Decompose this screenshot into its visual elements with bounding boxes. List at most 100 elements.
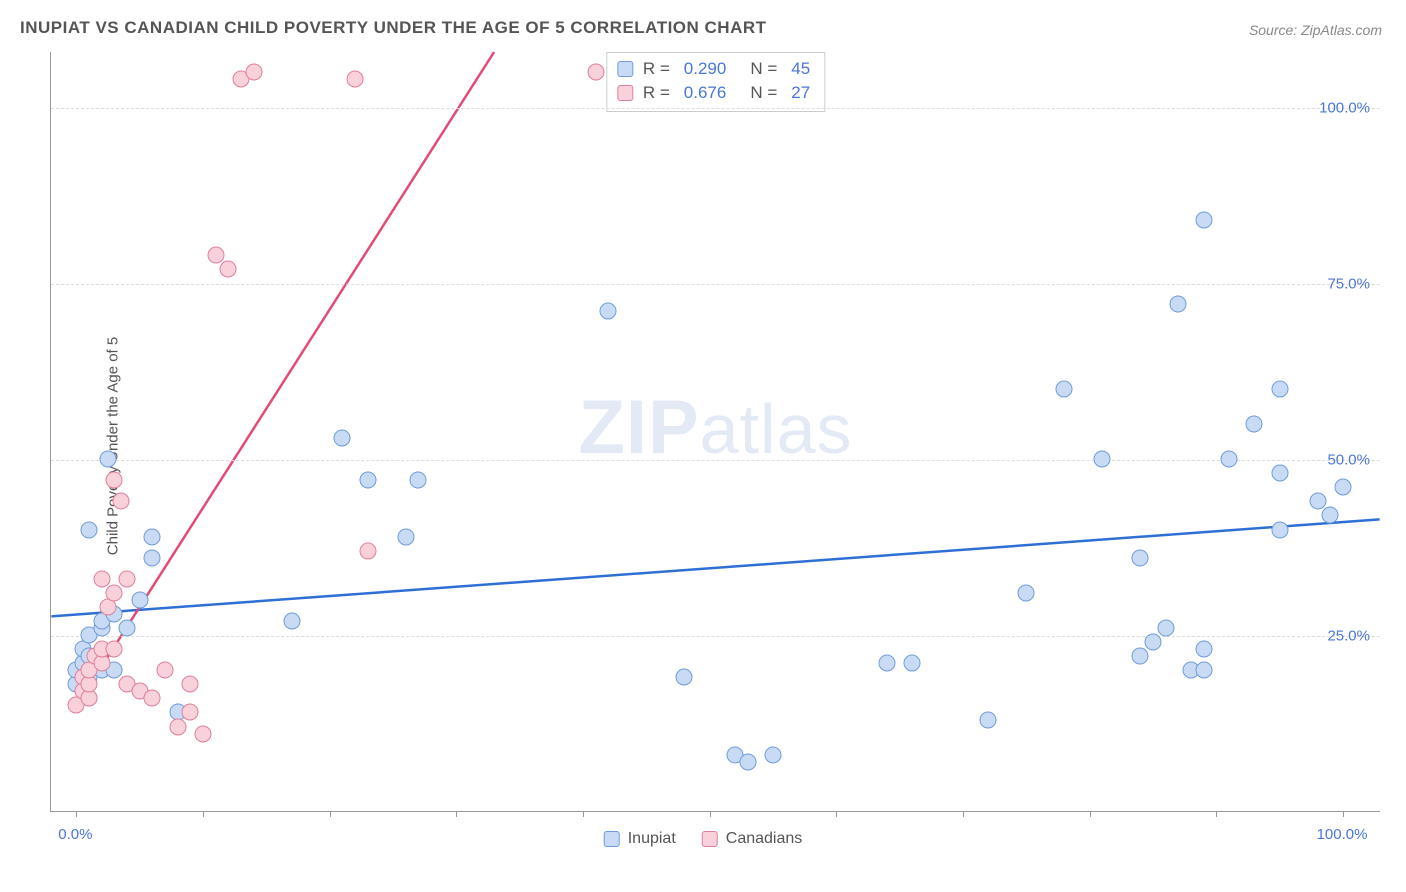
stat-n-label: N =	[750, 57, 777, 81]
data-point-inupiat	[879, 655, 896, 672]
x-tick	[963, 811, 964, 817]
legend-label-inupiat: Inupiat	[628, 830, 676, 848]
x-tick	[330, 811, 331, 817]
y-tick-label: 50.0%	[1327, 452, 1370, 469]
data-point-canadians	[106, 472, 123, 489]
data-point-canadians	[106, 584, 123, 601]
data-point-inupiat	[410, 472, 427, 489]
stats-row-inupiat: R = 0.290 N = 45	[617, 57, 810, 81]
gridline-h	[51, 284, 1380, 285]
data-point-inupiat	[119, 620, 136, 637]
data-point-inupiat	[1157, 620, 1174, 637]
data-point-inupiat	[1132, 549, 1149, 566]
watermark-suffix: atlas	[700, 390, 853, 468]
data-point-inupiat	[1335, 479, 1352, 496]
x-tick	[583, 811, 584, 817]
data-point-inupiat	[1195, 662, 1212, 679]
data-point-inupiat	[1132, 648, 1149, 665]
data-point-inupiat	[1195, 211, 1212, 228]
data-point-canadians	[182, 676, 199, 693]
data-point-inupiat	[980, 711, 997, 728]
legend-swatch-inupiat	[617, 61, 633, 77]
stat-n-value-inupiat: 45	[791, 57, 810, 81]
data-point-canadians	[112, 493, 129, 510]
data-point-inupiat	[1221, 451, 1238, 468]
gridline-h	[51, 636, 1380, 637]
x-tick	[836, 811, 837, 817]
x-tick	[203, 811, 204, 817]
legend-item-inupiat: Inupiat	[604, 830, 676, 848]
stats-row-canadians: R = 0.676 N = 27	[617, 81, 810, 105]
data-point-inupiat	[144, 528, 161, 545]
data-point-inupiat	[144, 549, 161, 566]
watermark-prefix: ZIP	[578, 385, 699, 470]
data-point-inupiat	[334, 430, 351, 447]
data-point-canadians	[220, 261, 237, 278]
data-point-inupiat	[81, 521, 98, 538]
data-point-inupiat	[1056, 380, 1073, 397]
legend-item-canadians: Canadians	[702, 830, 803, 848]
x-tick	[710, 811, 711, 817]
trend-line-inupiat	[51, 519, 1379, 616]
x-tick	[1343, 811, 1344, 817]
legend-label-canadians: Canadians	[726, 830, 803, 848]
data-point-canadians	[207, 247, 224, 264]
data-point-inupiat	[100, 451, 117, 468]
x-tick	[456, 811, 457, 817]
data-point-canadians	[347, 71, 364, 88]
stats-legend-box: R = 0.290 N = 45 R = 0.676 N = 27	[606, 52, 825, 112]
x-tick-label: 100.0%	[1317, 826, 1368, 843]
data-point-inupiat	[765, 746, 782, 763]
data-point-inupiat	[1271, 380, 1288, 397]
data-point-inupiat	[283, 613, 300, 630]
stat-n-value-canadians: 27	[791, 81, 810, 105]
watermark: ZIPatlas	[578, 384, 852, 471]
stat-n-label: N =	[750, 81, 777, 105]
data-point-inupiat	[676, 669, 693, 686]
data-point-inupiat	[1309, 493, 1326, 510]
chart-title: INUPIAT VS CANADIAN CHILD POVERTY UNDER …	[20, 18, 767, 38]
data-point-canadians	[182, 704, 199, 721]
data-point-inupiat	[1018, 584, 1035, 601]
x-tick	[1216, 811, 1217, 817]
stat-r-label: R =	[643, 81, 670, 105]
y-tick-label: 100.0%	[1319, 100, 1370, 117]
data-point-inupiat	[1145, 634, 1162, 651]
x-tick	[76, 811, 77, 817]
x-tick-label: 0.0%	[58, 826, 92, 843]
data-point-inupiat	[1094, 451, 1111, 468]
data-point-canadians	[359, 542, 376, 559]
legend-swatch-inupiat	[604, 831, 620, 847]
data-point-inupiat	[600, 303, 617, 320]
data-point-canadians	[169, 718, 186, 735]
series-legend: Inupiat Canadians	[604, 830, 803, 848]
data-point-canadians	[245, 64, 262, 81]
data-point-inupiat	[1246, 415, 1263, 432]
data-point-canadians	[93, 570, 110, 587]
data-point-inupiat	[131, 591, 148, 608]
stat-r-label: R =	[643, 57, 670, 81]
scatter-plot-area: ZIPatlas R = 0.290 N = 45 R = 0.676 N = 27 25.0…	[50, 52, 1380, 812]
y-tick-label: 75.0%	[1327, 276, 1370, 293]
data-point-canadians	[106, 641, 123, 658]
y-tick-label: 25.0%	[1327, 628, 1370, 645]
data-point-inupiat	[1271, 465, 1288, 482]
data-point-inupiat	[359, 472, 376, 489]
data-point-canadians	[119, 570, 136, 587]
legend-swatch-canadians	[702, 831, 718, 847]
data-point-canadians	[587, 64, 604, 81]
data-point-inupiat	[1170, 296, 1187, 313]
stat-r-value-inupiat: 0.290	[684, 57, 727, 81]
legend-swatch-canadians	[617, 85, 633, 101]
gridline-h	[51, 108, 1380, 109]
stat-r-value-canadians: 0.676	[684, 81, 727, 105]
data-point-inupiat	[1195, 641, 1212, 658]
data-point-inupiat	[397, 528, 414, 545]
x-tick	[1090, 811, 1091, 817]
data-point-inupiat	[1271, 521, 1288, 538]
data-point-inupiat	[904, 655, 921, 672]
data-point-canadians	[195, 725, 212, 742]
data-point-inupiat	[739, 753, 756, 770]
data-point-canadians	[157, 662, 174, 679]
trend-lines-layer	[51, 52, 1380, 811]
